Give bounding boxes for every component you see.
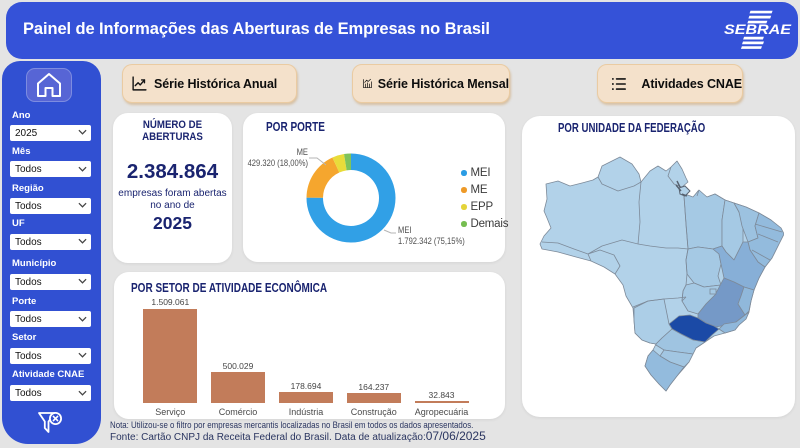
svg-text:SEBRAE: SEBRAE — [724, 21, 792, 37]
